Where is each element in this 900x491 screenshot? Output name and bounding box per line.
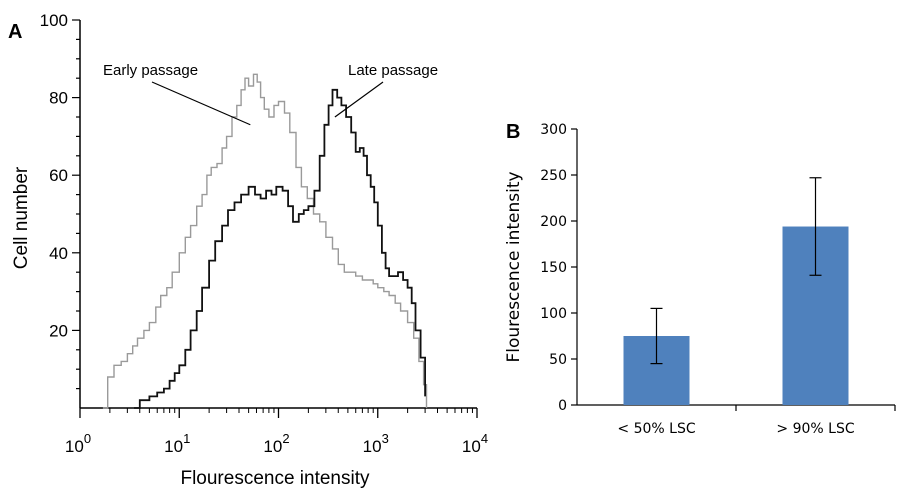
- panel-b-category-label: < 50% LSC: [617, 421, 695, 437]
- panel-b-y-tick-label: 250: [540, 168, 567, 184]
- panel-a-y-tick-label: 40: [49, 244, 68, 263]
- panel-b-y-tick-label: 50: [549, 352, 567, 368]
- panel-b-y-tick-label: 300: [540, 122, 567, 138]
- panel-a-x-tick-label: 101: [164, 431, 190, 456]
- panel-a-y-tick-label: 100: [40, 11, 68, 30]
- annotation-early-passage: Early passage: [103, 62, 198, 79]
- panel-a-y-tick-label: 80: [49, 89, 68, 108]
- panel-b-y-tick-label: 0: [558, 398, 567, 414]
- annotation-early-passage-leader: [151, 81, 251, 126]
- panel-a-x-tick-label: 100: [65, 431, 91, 456]
- panel-a-x-axis-label: Flourescence intensity: [180, 468, 370, 489]
- panel-a: A 20 40 60 80 100 100 101 102 103 104 Early passa…: [8, 11, 488, 489]
- panel-a-y-tick-label: 60: [49, 166, 68, 185]
- panel-a-x-tick-label: 102: [263, 431, 289, 456]
- panel-b-y-axis-label: Flourescence intensity: [504, 171, 524, 362]
- panel-b-y-tick-label: 200: [540, 214, 567, 230]
- annotation-late-passage-leader: [334, 81, 384, 118]
- panel-a-axes: 20 40 60 80 100 100 101 102 103 104: [40, 11, 488, 456]
- series-line-early-passage: [102, 73, 428, 409]
- panel-b-bars: [623, 177, 849, 405]
- panel-b: B 0 50 100 150 200 250 300 < 50% LSC > 90% LSC F…: [504, 121, 896, 437]
- panel-a-annotations: Early passage Late passage: [103, 62, 438, 126]
- panel-b-letter: B: [506, 121, 520, 143]
- panel-a-x-tick-label: 104: [462, 431, 488, 456]
- panel-a-letter: A: [8, 21, 22, 43]
- series-line-late-passage: [134, 88, 426, 409]
- panel-a-x-tick-label: 103: [363, 431, 389, 456]
- panel-a-series-group: [102, 73, 428, 409]
- panel-b-y-tick-label: 100: [540, 306, 567, 322]
- panel-a-y-tick-label: 20: [49, 321, 68, 340]
- panel-b-axes: 0 50 100 150 200 250 300 < 50% LSC > 90% LSC: [540, 122, 896, 437]
- panel-a-y-axis-label: Cell number: [11, 166, 32, 269]
- panel-b-y-tick-label: 150: [540, 260, 567, 276]
- annotation-late-passage: Late passage: [348, 62, 438, 79]
- panel-b-category-label: > 90% LSC: [776, 421, 854, 437]
